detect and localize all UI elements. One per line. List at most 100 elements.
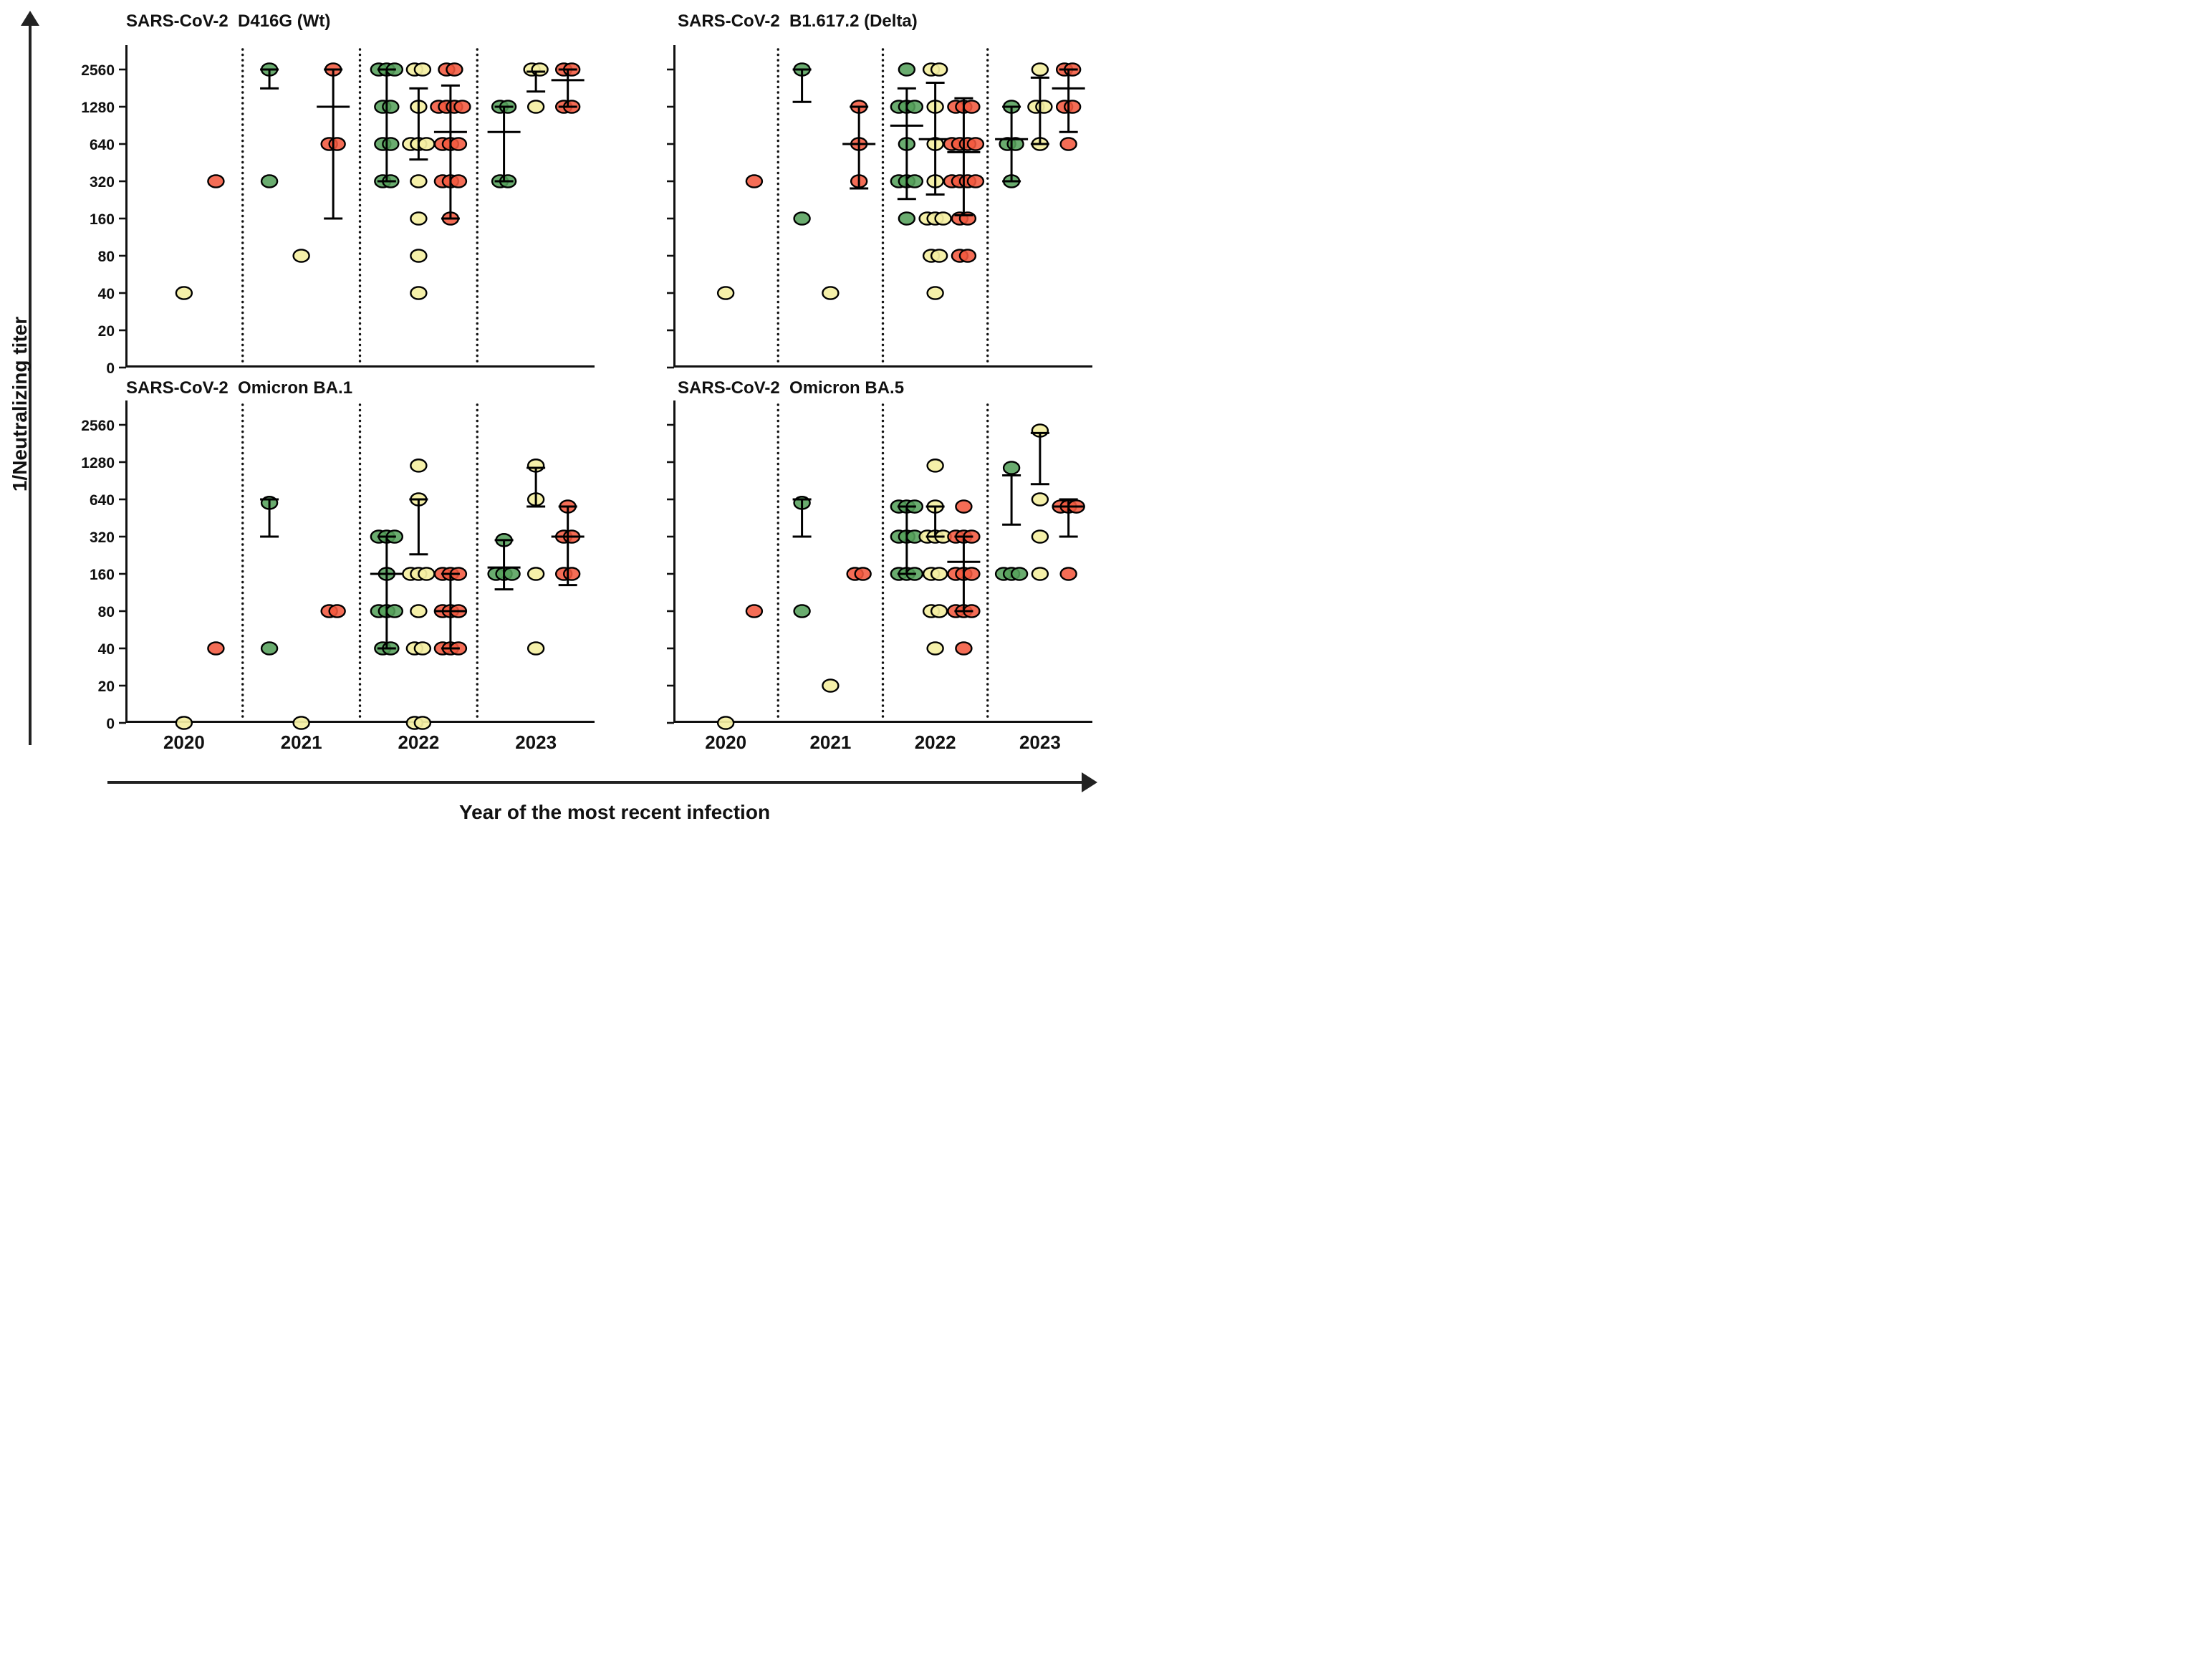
data-point-green	[382, 100, 400, 114]
data-point-red	[449, 137, 468, 151]
error-bar	[890, 87, 923, 201]
data-point-yellow	[526, 100, 545, 114]
error-bar	[842, 105, 876, 190]
panel-ba5	[667, 400, 1097, 730]
data-point-yellow	[1031, 492, 1049, 507]
error-bar	[487, 105, 521, 183]
data-point-yellow	[926, 286, 944, 300]
data-point-yellow	[1031, 529, 1049, 544]
data-point-green	[260, 641, 279, 656]
data-point-red	[745, 174, 764, 188]
x-year-label: 2023	[1019, 731, 1061, 753]
y-tick-label: 1280	[81, 455, 115, 471]
y-tick-label: 320	[90, 174, 115, 191]
data-point-red	[1059, 137, 1077, 151]
data-point-yellow	[1031, 62, 1049, 77]
x-year-label: 2021	[280, 731, 322, 753]
data-point-red	[328, 604, 346, 618]
y-axis-label: 1/Neutralizing titer	[9, 316, 31, 492]
data-point-yellow	[410, 286, 428, 300]
data-point-yellow	[526, 567, 545, 581]
panel-title-ba1: SARS-CoV-2 Omicron BA.1	[126, 378, 353, 398]
data-point-green	[503, 567, 521, 581]
error-bar	[947, 535, 981, 613]
panel-plot: 0 20 40 80 160 320 640 1280 2560	[81, 45, 595, 377]
error-bar	[1002, 474, 1021, 526]
error-bar	[551, 68, 585, 108]
data-point-yellow	[926, 459, 944, 473]
x-year-label: 2022	[914, 731, 956, 753]
data-point-red	[328, 137, 346, 151]
error-bar	[551, 505, 585, 587]
error-bar	[526, 466, 546, 508]
data-point-yellow	[930, 249, 948, 263]
data-point-yellow	[413, 62, 432, 77]
data-point-red	[966, 137, 985, 151]
data-point-green	[385, 604, 404, 618]
x-axis-arrow	[107, 781, 1083, 784]
data-point-green	[1002, 461, 1021, 475]
data-point-red	[449, 174, 468, 188]
data-point-green	[382, 137, 400, 151]
y-tick-label: 640	[90, 492, 115, 509]
y-tick-label: 0	[106, 360, 115, 377]
y-tick-label: 320	[90, 529, 115, 546]
data-point-green	[905, 100, 924, 114]
data-point-red	[955, 499, 973, 514]
data-point-green	[793, 211, 811, 226]
data-point-yellow	[413, 716, 432, 730]
data-point-yellow	[292, 716, 310, 730]
data-point-red	[207, 641, 225, 656]
error-bar	[409, 87, 428, 161]
error-bar	[1052, 68, 1085, 133]
panel-title-wt: SARS-CoV-2 D416G (Wt)	[126, 11, 331, 31]
data-point-red	[963, 100, 981, 114]
data-point-red	[1059, 567, 1077, 581]
panel-wt: 0 20 40 80 160 320 640 1280 2560	[72, 45, 599, 377]
error-bar	[792, 68, 812, 103]
error-bar	[925, 505, 945, 538]
data-point-yellow	[822, 286, 840, 300]
panel-delta	[667, 45, 1097, 369]
error-bar	[1030, 76, 1049, 145]
error-bar	[792, 498, 812, 538]
x-year-label: 2020	[163, 731, 205, 753]
y-axis-arrowhead-icon	[21, 11, 39, 26]
error-bar	[1052, 498, 1085, 538]
y-tick-label: 1280	[81, 100, 115, 116]
y-tick-label: 40	[98, 641, 115, 658]
data-point-yellow	[410, 604, 428, 618]
data-point-yellow	[410, 174, 428, 188]
x-year-label: 2021	[809, 731, 852, 753]
y-tick-label: 2560	[81, 418, 115, 434]
data-point-red	[854, 567, 872, 581]
data-point-yellow	[930, 62, 948, 77]
y-tick-label: 160	[90, 211, 115, 228]
y-tick-label: 80	[98, 604, 115, 620]
data-point-yellow	[930, 604, 948, 618]
error-bar	[260, 498, 279, 538]
error-bar	[409, 498, 428, 556]
data-point-yellow	[175, 286, 193, 300]
error-bar	[370, 535, 403, 650]
data-point-green	[905, 174, 924, 188]
data-point-yellow	[1031, 567, 1049, 581]
y-tick-label: 2560	[81, 62, 115, 79]
data-point-yellow	[418, 567, 436, 581]
data-point-yellow	[413, 641, 432, 656]
y-tick-label: 80	[98, 249, 115, 265]
data-point-yellow	[926, 641, 944, 656]
data-point-red	[745, 604, 764, 618]
data-point-red	[453, 100, 471, 114]
y-tick-label: 20	[98, 678, 115, 695]
data-point-yellow	[716, 716, 735, 730]
data-point-red	[207, 174, 225, 188]
panel-plot	[667, 400, 1092, 730]
data-point-yellow	[531, 62, 549, 77]
data-point-green	[260, 174, 279, 188]
data-point-green	[898, 211, 916, 226]
data-point-yellow	[410, 249, 428, 263]
panel-title-delta: SARS-CoV-2 B1.617.2 (Delta)	[678, 11, 918, 31]
error-bar	[260, 68, 279, 90]
x-axis-label: Year of the most recent infection	[458, 801, 771, 823]
